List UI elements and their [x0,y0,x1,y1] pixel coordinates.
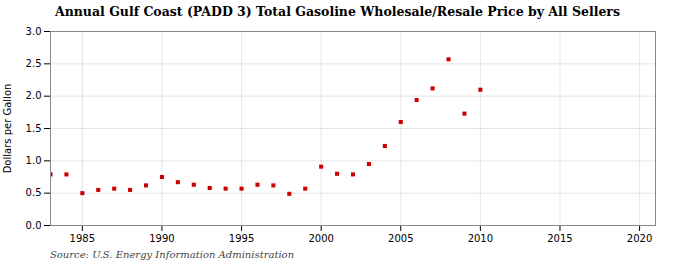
svg-text:2010: 2010 [468,233,493,244]
svg-text:1.5: 1.5 [26,123,42,134]
svg-text:1990: 1990 [149,233,174,244]
svg-text:1985: 1985 [70,233,95,244]
svg-text:1.0: 1.0 [26,155,42,166]
svg-text:2020: 2020 [627,233,652,244]
svg-text:2015: 2015 [547,233,572,244]
svg-text:2.0: 2.0 [26,90,42,101]
svg-text:0.5: 0.5 [26,187,42,198]
svg-text:2000: 2000 [308,233,333,244]
svg-text:Dollars per Gallon: Dollars per Gallon [2,84,13,174]
svg-text:0.0: 0.0 [26,220,42,231]
svg-text:2.5: 2.5 [26,58,42,69]
svg-text:3.0: 3.0 [26,26,42,37]
svg-text:2005: 2005 [388,233,413,244]
html-text:Annual Gulf Coast (PADD 3) Tot: Annual Gulf Coast (PADD 3) Total Gasolin… [55,4,620,19]
svg-text:1995: 1995 [229,233,254,244]
html-text:Source: U.S. Energy Informatio: Source: U.S. Energy Information Administ… [50,249,295,260]
